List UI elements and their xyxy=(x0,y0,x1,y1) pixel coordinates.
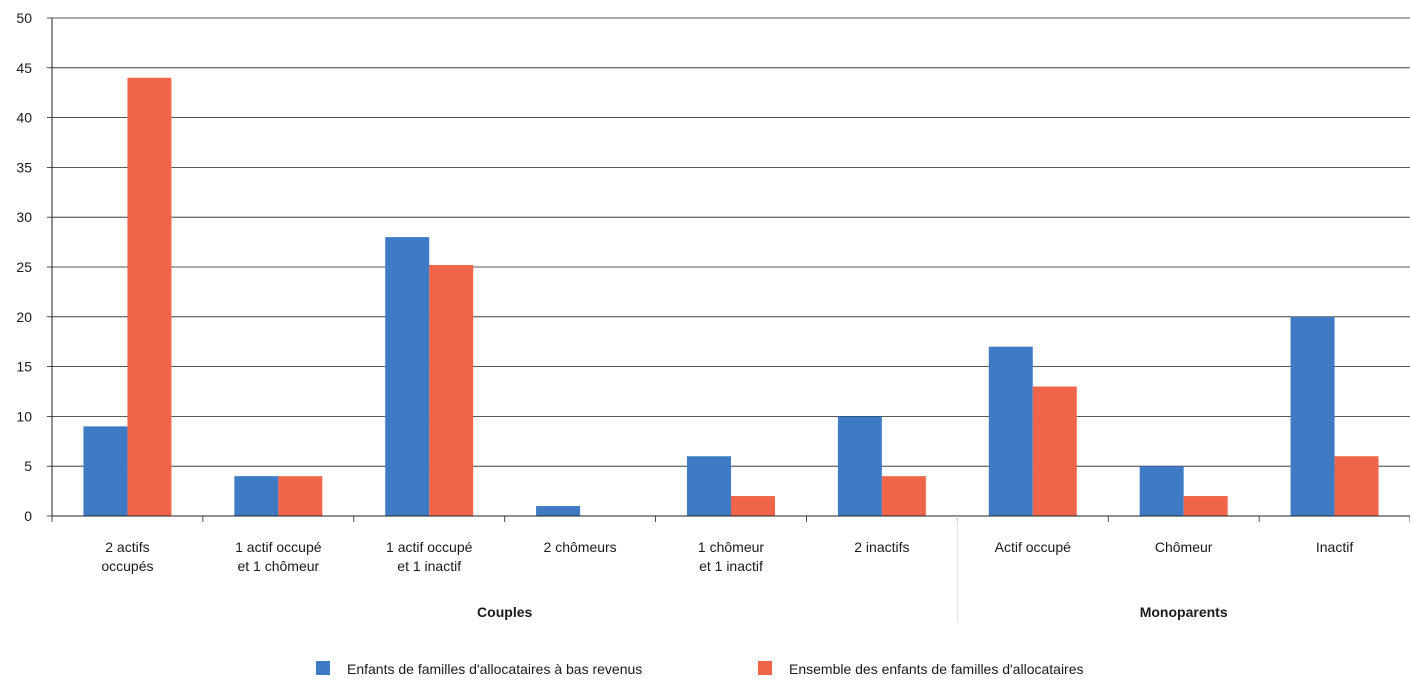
bar-series1-cat7 xyxy=(988,346,1033,516)
y-tick-label: 50 xyxy=(16,10,32,26)
bar-series1-cat1 xyxy=(83,426,128,516)
category-label-line: 1 actif occupé xyxy=(386,539,473,555)
y-tick-label: 10 xyxy=(16,408,32,424)
legend-swatch-1 xyxy=(316,661,330,675)
bar-series2-cat8 xyxy=(1183,496,1228,516)
bar-series2-cat5 xyxy=(731,496,775,516)
category-label: 1 chômeur et 1 inactif xyxy=(698,539,764,574)
category-label-line: 2 chômeurs xyxy=(544,539,617,555)
bar-series1-cat8 xyxy=(1139,466,1184,516)
group-label-monoparents: Monoparents xyxy=(1140,604,1228,620)
category-label: 1 actif occupé et 1 chômeur xyxy=(235,539,322,574)
bar-series1-cat2 xyxy=(234,476,279,516)
category-label-line: 2 inactifs xyxy=(854,539,909,555)
category-label-line: 1 actif occupé xyxy=(235,539,322,555)
category-label-line: 2 actifs xyxy=(105,539,149,555)
group-labels: Couples Monoparents xyxy=(477,516,1228,622)
bar-series2-cat1 xyxy=(127,77,172,516)
category-label-line: Actif occupé xyxy=(995,539,1071,555)
y-tick-label: 20 xyxy=(16,309,32,325)
category-label-line: et 1 inactif xyxy=(397,558,461,574)
category-label: 2 chômeurs xyxy=(544,539,617,555)
y-tick-label: 25 xyxy=(16,259,32,275)
category-label: 1 actif occupé et 1 inactif xyxy=(386,539,473,574)
group-label-couples: Couples xyxy=(477,604,532,620)
category-label: Chômeur xyxy=(1155,539,1213,555)
category-label-line: et 1 inactif xyxy=(699,558,763,574)
bar-series1-cat4 xyxy=(536,506,581,516)
category-label-line: Chômeur xyxy=(1155,539,1213,555)
category-label-line: 1 chômeur xyxy=(698,539,764,555)
bar-series1-cat3 xyxy=(385,237,430,516)
bar-series2-cat9 xyxy=(1334,456,1379,516)
category-label: Inactif xyxy=(1316,539,1353,555)
bar-series1-cat5 xyxy=(687,456,731,516)
y-tick-label: 30 xyxy=(16,209,32,225)
y-axis-ticks: 0 5 10 15 20 25 30 35 40 45 50 xyxy=(16,10,52,524)
legend: Enfants de familles d'allocataires à bas… xyxy=(316,661,1084,677)
y-tick-label: 5 xyxy=(24,458,32,474)
bar-series2-cat6 xyxy=(881,476,926,516)
category-label-line: occupés xyxy=(101,558,153,574)
category-label-line: Inactif xyxy=(1316,539,1353,555)
category-label: Actif occupé xyxy=(995,539,1071,555)
category-labels: 2 actifs occupés 1 actif occupé et 1 chômeu… xyxy=(101,539,1353,574)
y-tick-label: 15 xyxy=(16,359,32,375)
bar-series2-cat3 xyxy=(429,265,474,516)
y-tick-label: 35 xyxy=(16,159,32,175)
bar-series1-cat9 xyxy=(1290,316,1335,516)
category-label: 2 actifs occupés xyxy=(101,539,153,574)
y-tick-label: 45 xyxy=(16,60,32,76)
y-tick-label: 40 xyxy=(16,110,32,126)
legend-swatch-2 xyxy=(758,661,772,675)
bar-series2-cat2 xyxy=(278,476,323,516)
legend-label-2: Ensemble des enfants de familles d'alloc… xyxy=(789,661,1084,677)
legend-label-1: Enfants de familles d'allocataires à bas… xyxy=(347,661,642,677)
bars xyxy=(83,77,1379,516)
category-label: 2 inactifs xyxy=(854,539,909,555)
gridlines xyxy=(52,17,1410,517)
y-tick-label: 0 xyxy=(24,508,32,524)
bar-series2-cat7 xyxy=(1032,386,1077,516)
bar-series1-cat6 xyxy=(837,416,882,516)
axes xyxy=(51,18,1410,522)
category-label-line: et 1 chômeur xyxy=(237,558,319,574)
